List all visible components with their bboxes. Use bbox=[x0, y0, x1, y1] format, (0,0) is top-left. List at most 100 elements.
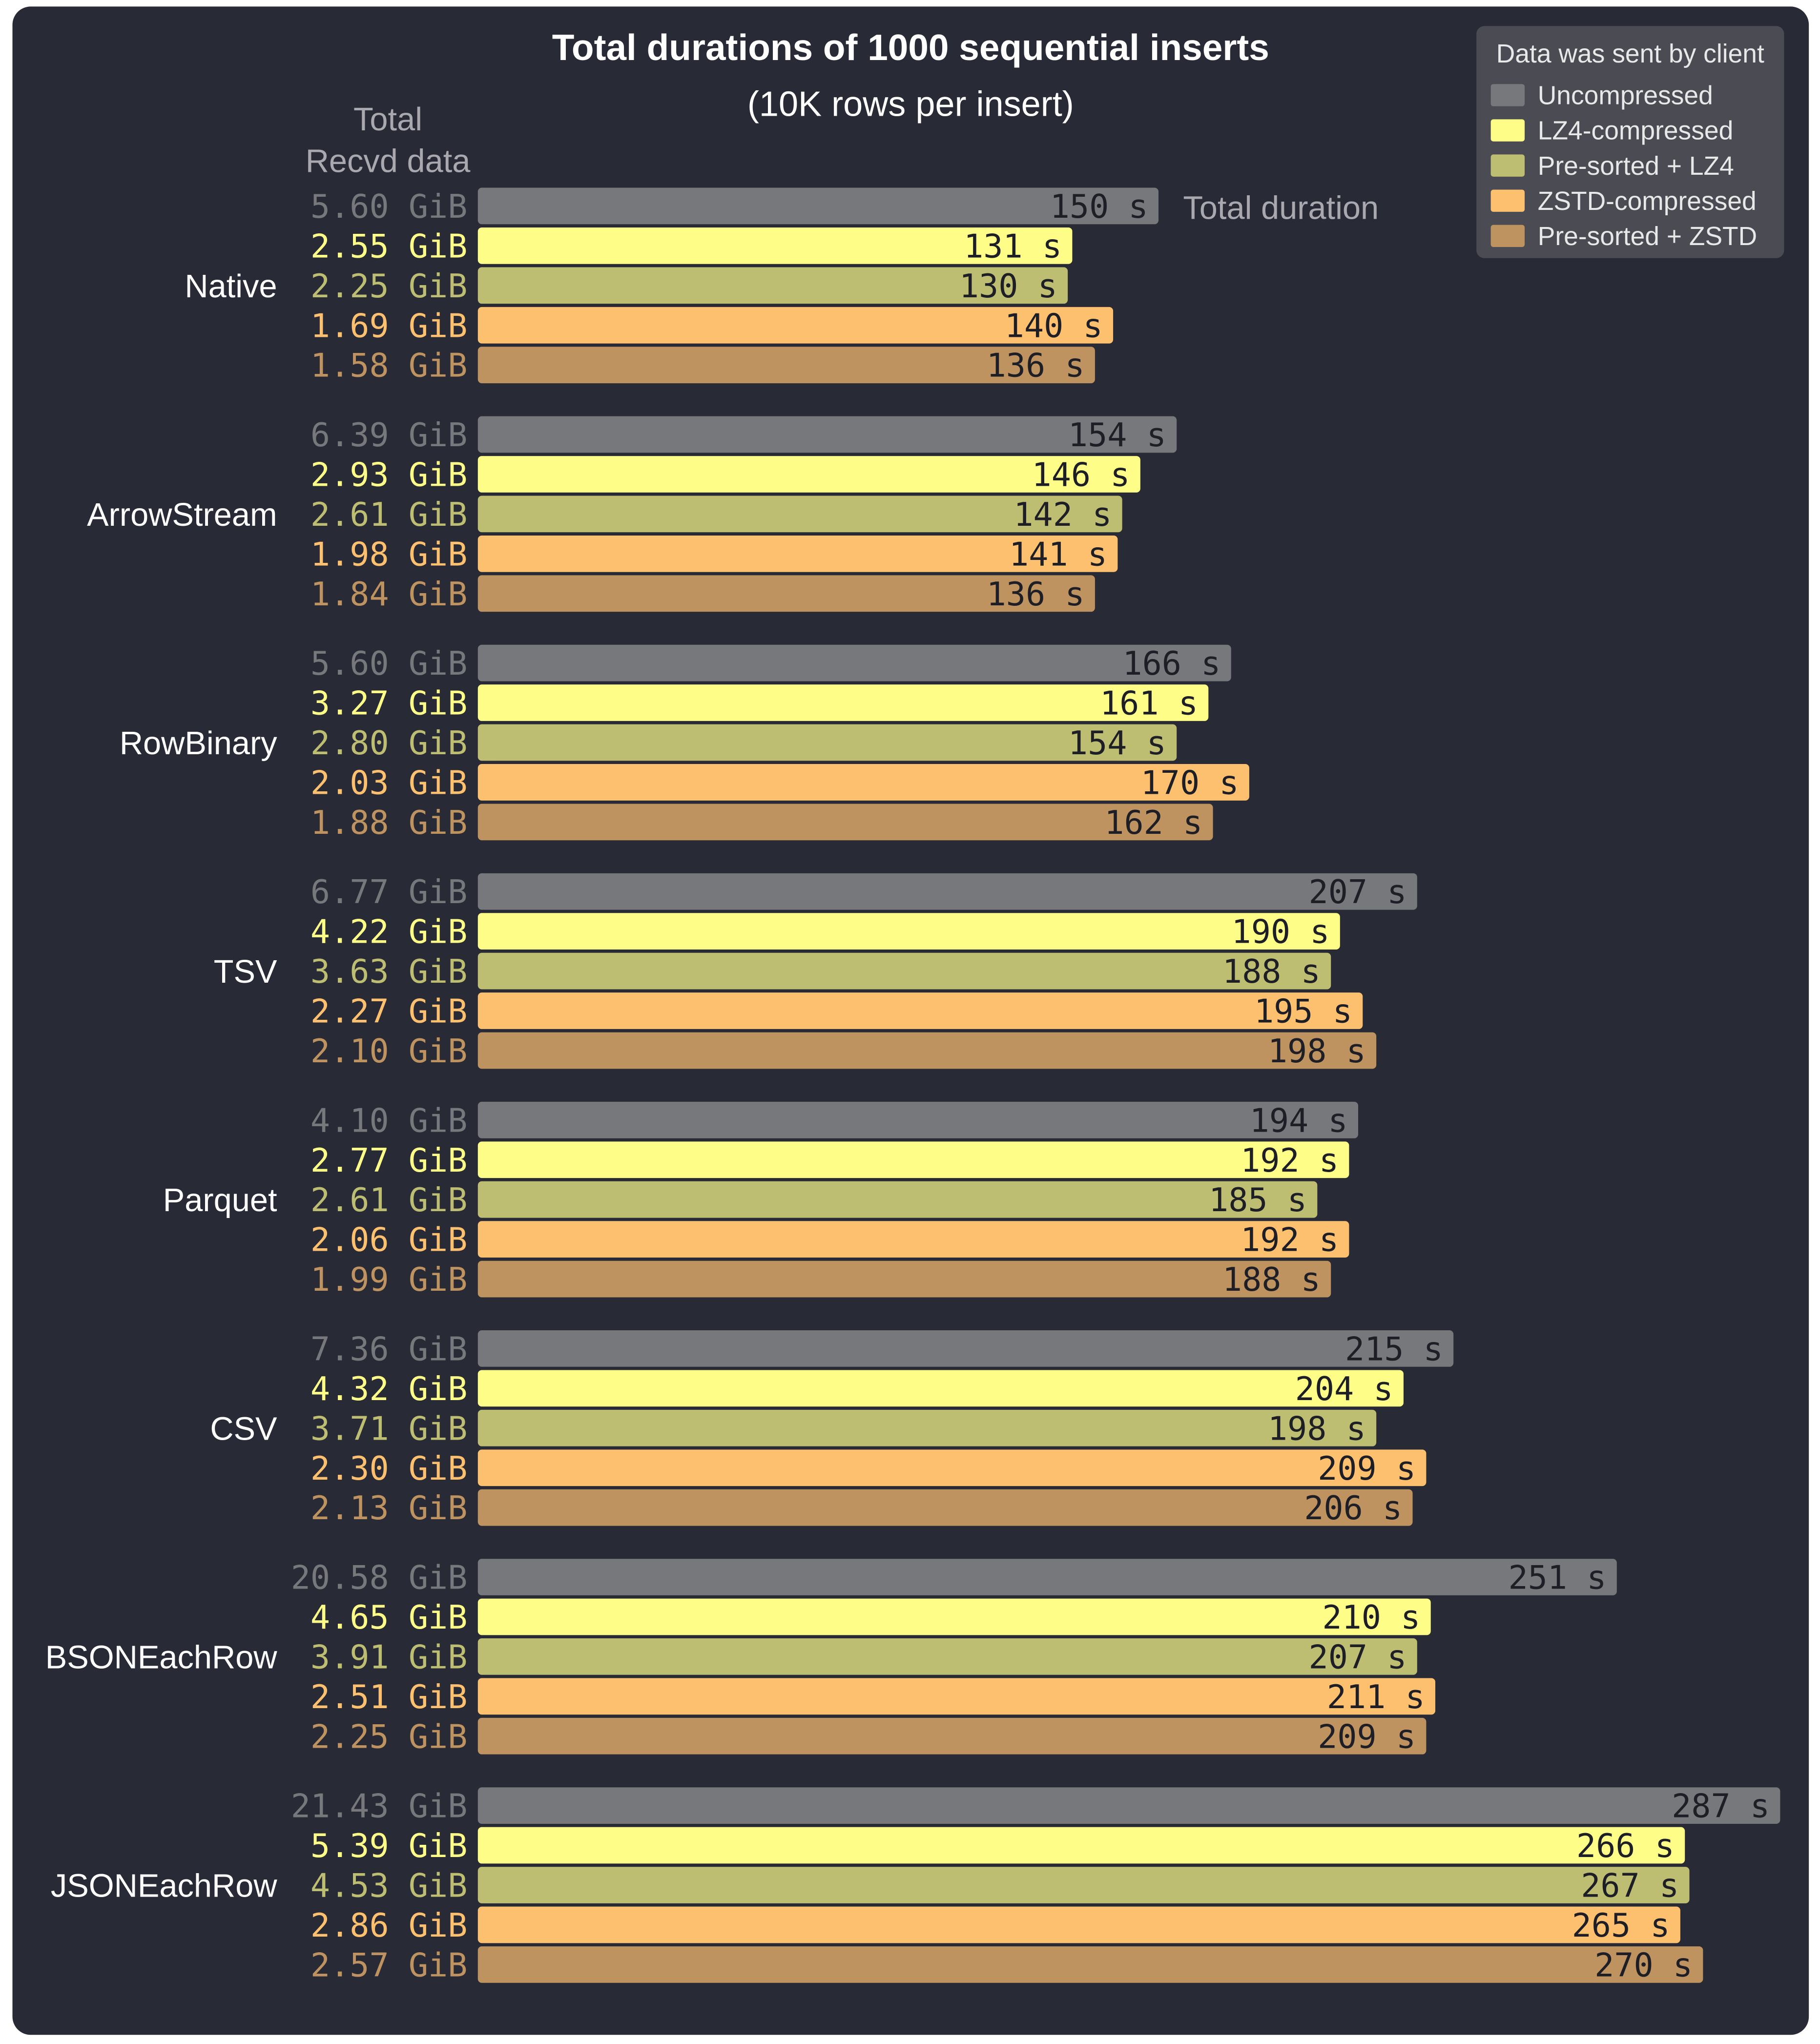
bar bbox=[477, 187, 1159, 225]
duration-label: 287 s bbox=[1672, 1787, 1770, 1825]
recvd-size-label: 2.61 GiB bbox=[310, 1181, 468, 1219]
duration-label: 209 s bbox=[1318, 1717, 1416, 1755]
recvd-size-label: 5.39 GiB bbox=[310, 1827, 468, 1865]
duration-label: 131 s bbox=[964, 227, 1062, 265]
bar bbox=[477, 1787, 1780, 1824]
recvd-size-label: 2.30 GiB bbox=[310, 1449, 468, 1487]
category-label: Parquet bbox=[163, 1182, 277, 1218]
recvd-size-label: 2.13 GiB bbox=[310, 1489, 468, 1527]
recvd-size-label: 2.57 GiB bbox=[310, 1946, 468, 1984]
recvd-size-label: 3.63 GiB bbox=[310, 952, 468, 991]
duration-label: 194 s bbox=[1250, 1101, 1348, 1139]
recvd-size-label: 21.43 GiB bbox=[291, 1787, 468, 1825]
recvd-size-label: 4.22 GiB bbox=[310, 913, 468, 951]
recvd-size-label: 2.77 GiB bbox=[310, 1141, 468, 1179]
recvd-size-label: 2.80 GiB bbox=[310, 724, 468, 762]
duration-label: 154 s bbox=[1068, 724, 1166, 762]
duration-label: 204 s bbox=[1295, 1370, 1393, 1408]
bar bbox=[477, 684, 1209, 721]
legend-swatch bbox=[1490, 189, 1525, 212]
duration-label: 140 s bbox=[1005, 307, 1103, 345]
bar bbox=[477, 913, 1340, 950]
bar bbox=[477, 952, 1331, 990]
recvd-size-label: 2.55 GiB bbox=[310, 227, 468, 265]
duration-label: 251 s bbox=[1508, 1559, 1606, 1597]
bar bbox=[477, 1678, 1436, 1715]
bar bbox=[477, 496, 1122, 533]
bar bbox=[477, 1449, 1427, 1487]
duration-label: 207 s bbox=[1309, 1638, 1407, 1676]
chart-title: Total durations of 1000 sequential inser… bbox=[552, 27, 1269, 68]
duration-label: 209 s bbox=[1318, 1449, 1416, 1487]
legend-swatch bbox=[1490, 84, 1525, 106]
category-label: JSONEachRow bbox=[51, 1868, 277, 1904]
duration-label: 192 s bbox=[1241, 1221, 1339, 1259]
duration-label: 267 s bbox=[1581, 1867, 1679, 1905]
bar bbox=[477, 1370, 1404, 1407]
duration-label: 210 s bbox=[1322, 1598, 1420, 1636]
recvd-size-label: 2.25 GiB bbox=[310, 267, 468, 305]
recvd-header-line1: Total bbox=[353, 102, 422, 138]
bar bbox=[477, 1638, 1417, 1675]
recvd-size-label: 4.65 GiB bbox=[310, 1598, 468, 1636]
bar bbox=[477, 1221, 1349, 1258]
duration-label: 141 s bbox=[1009, 535, 1107, 573]
bar bbox=[477, 724, 1177, 761]
category-label: ArrowStream bbox=[87, 497, 277, 533]
recvd-size-label: 2.03 GiB bbox=[310, 764, 468, 802]
bar bbox=[477, 1260, 1331, 1298]
duration-label: 136 s bbox=[987, 347, 1085, 385]
category-label: BSONEachRow bbox=[45, 1639, 278, 1675]
duration-label: 198 s bbox=[1268, 1409, 1366, 1447]
recvd-size-label: 2.27 GiB bbox=[310, 992, 468, 1031]
duration-label: 185 s bbox=[1209, 1181, 1307, 1219]
recvd-size-label: 3.27 GiB bbox=[310, 684, 468, 723]
bar bbox=[477, 644, 1231, 681]
bar bbox=[477, 1906, 1680, 1943]
legend-box bbox=[1476, 26, 1784, 258]
recvd-size-label: 2.25 GiB bbox=[310, 1717, 468, 1755]
bar bbox=[477, 1141, 1349, 1178]
duration-label: 170 s bbox=[1141, 764, 1239, 802]
category-label: Native bbox=[185, 268, 277, 305]
duration-label: 207 s bbox=[1309, 873, 1407, 911]
recvd-size-label: 3.71 GiB bbox=[310, 1409, 468, 1447]
recvd-size-label: 6.77 GiB bbox=[310, 873, 468, 911]
recvd-size-label: 2.61 GiB bbox=[310, 496, 468, 534]
duration-label: 130 s bbox=[959, 267, 1057, 305]
duration-label: 190 s bbox=[1232, 913, 1330, 951]
bar bbox=[477, 1409, 1377, 1446]
recvd-size-label: 1.84 GiB bbox=[310, 575, 468, 613]
recvd-size-label: 6.39 GiB bbox=[310, 416, 468, 454]
duration-label: 265 s bbox=[1572, 1906, 1670, 1944]
category-label: TSV bbox=[214, 954, 277, 990]
bar bbox=[477, 804, 1213, 841]
recvd-size-label: 5.60 GiB bbox=[310, 644, 468, 682]
bar bbox=[477, 1032, 1377, 1069]
recvd-size-label: 4.53 GiB bbox=[310, 1867, 468, 1905]
duration-label: 266 s bbox=[1576, 1827, 1675, 1865]
bar bbox=[477, 227, 1073, 264]
duration-label: 162 s bbox=[1104, 804, 1202, 842]
recvd-size-label: 2.51 GiB bbox=[310, 1678, 468, 1716]
bar bbox=[477, 575, 1095, 612]
recvd-size-label: 1.98 GiB bbox=[310, 535, 468, 573]
recvd-size-label: 7.36 GiB bbox=[310, 1330, 468, 1368]
duration-label: 154 s bbox=[1068, 416, 1166, 454]
recvd-size-label: 1.88 GiB bbox=[310, 804, 468, 842]
duration-label: 198 s bbox=[1268, 1032, 1366, 1070]
bar bbox=[477, 1598, 1431, 1635]
recvd-size-label: 1.99 GiB bbox=[310, 1260, 468, 1299]
duration-header: Total duration bbox=[1183, 190, 1379, 227]
recvd-size-label: 1.69 GiB bbox=[310, 307, 468, 345]
bar bbox=[477, 267, 1068, 304]
bar bbox=[477, 456, 1140, 493]
bars-layer: Native 150 s 5.60 GiB 131 s 2.55 GiB 130 s 2.2… bbox=[45, 187, 1780, 1984]
recvd-size-label: 3.91 GiB bbox=[310, 1638, 468, 1676]
duration-label: 215 s bbox=[1345, 1330, 1443, 1368]
legend-entry: LZ4-compressed bbox=[1538, 117, 1734, 145]
legend-swatch bbox=[1490, 119, 1525, 142]
recvd-header-line2: Recvd data bbox=[306, 143, 471, 179]
duration-label: 166 s bbox=[1122, 644, 1220, 682]
bar bbox=[477, 535, 1118, 572]
